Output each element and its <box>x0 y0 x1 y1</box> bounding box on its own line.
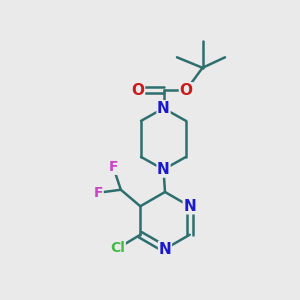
Text: N: N <box>183 199 196 214</box>
Text: Cl: Cl <box>110 241 125 255</box>
Text: F: F <box>94 186 103 200</box>
Text: N: N <box>157 162 170 177</box>
Text: N: N <box>159 242 171 256</box>
Text: N: N <box>157 101 170 116</box>
Text: F: F <box>109 160 118 174</box>
Text: O: O <box>179 83 193 98</box>
Text: O: O <box>131 83 145 98</box>
